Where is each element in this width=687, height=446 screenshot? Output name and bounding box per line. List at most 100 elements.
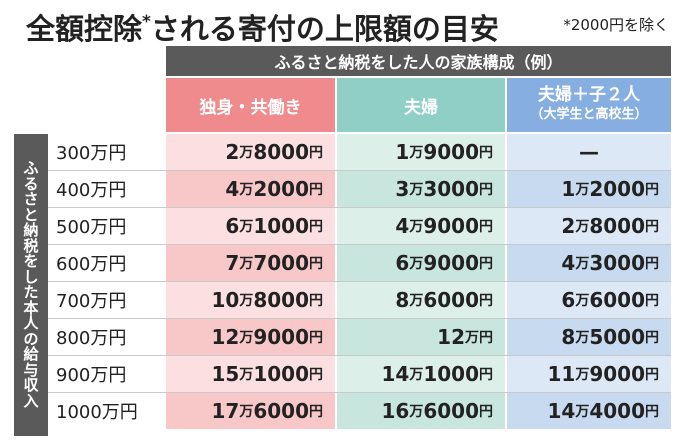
limit-man-number: 6 [395, 251, 410, 275]
limit-yen-unit: 円 [479, 256, 493, 272]
limit-yen-number: 2000 [589, 177, 645, 201]
limit-value-cell: 6 万 6000 円 [507, 282, 671, 318]
limit-man-unit: 万 [575, 330, 590, 346]
income-axis-char: 税 [23, 236, 39, 255]
limit-yen-number: 9000 [589, 362, 645, 386]
limit-value-cell: 12 万円 [337, 319, 505, 355]
limit-value-cell: 1 万 9000 円 [337, 134, 505, 170]
limit-man-number: 2 [561, 214, 576, 238]
limit-man-number: 16 [381, 399, 410, 423]
income-axis-char: を [23, 252, 39, 270]
limit-yen-number: 9000 [253, 325, 309, 349]
table-row: 1000万円 17 万 6000 円 16 万 6000 円 14 万 4000 円 [48, 393, 671, 430]
limit-value-cell: 4 万 9000 円 [337, 208, 505, 244]
title-asterisk: * [142, 12, 151, 32]
footnote: *2000円を除く [563, 16, 669, 34]
limit-value-cell: 14 万 4000 円 [507, 393, 671, 429]
income-axis-char: 与 [23, 360, 39, 379]
column-header-couple: 夫婦 [337, 78, 505, 132]
limit-man-unit: 万 [239, 145, 254, 161]
income-axis-char: し [23, 267, 39, 286]
limit-value-cell: 17 万 6000 円 [166, 393, 335, 429]
income-cell: 800万円 [48, 319, 166, 355]
limit-man-number: 4 [225, 177, 240, 201]
limit-man-number: 12 [211, 325, 240, 349]
limit-value-cell: 4 万 2000 円 [166, 171, 335, 207]
limit-man-number: 8 [395, 288, 410, 312]
limit-yen-number: 8000 [253, 288, 309, 312]
limit-yen-unit: 円 [479, 367, 493, 383]
limit-man-unit: 万 [575, 182, 590, 198]
limit-yen-unit: 円 [479, 330, 493, 346]
income-axis-char: る [23, 174, 39, 193]
income-cell: 400万円 [48, 171, 166, 207]
limit-yen-unit: 円 [479, 182, 493, 198]
table-row: 700万円 10 万 8000 円 8 万 6000 円 6 万 6000 円 [48, 282, 671, 319]
limit-value-cell: 12 万 9000 円 [166, 319, 335, 355]
column-header-single: 独身・共働き [166, 78, 335, 132]
limit-man-number: 17 [211, 399, 240, 423]
limit-value-cell: — [507, 134, 671, 170]
limit-man-unit: 万 [575, 404, 590, 420]
limit-yen-number: 6000 [423, 399, 479, 423]
limit-value-cell: 2 万 8000 円 [166, 134, 335, 170]
income-axis-char: 納 [23, 221, 39, 239]
limit-yen-number: 9000 [423, 140, 479, 164]
income-cell: 600万円 [48, 245, 166, 281]
limit-man-number: 3 [395, 177, 410, 201]
limit-value-cell: 10 万 8000 円 [166, 282, 335, 318]
table-row: 800万円 12 万 9000 円 12 万円 8 万 5000 円 [48, 319, 671, 356]
limit-value-cell: 11 万 9000 円 [507, 356, 671, 392]
table-row: 600万円 7 万 7000 円 6 万 9000 円 4 万 3000 円 [48, 245, 671, 282]
limit-yen-unit: 円 [309, 404, 323, 420]
limit-yen-number: 9000 [423, 214, 479, 238]
limit-yen-unit: 円 [309, 330, 323, 346]
limit-yen-unit: 円 [645, 330, 659, 346]
limit-man-unit: 万 [409, 219, 424, 235]
limit-yen-number: 4000 [589, 399, 645, 423]
income-axis-char: た [23, 283, 39, 301]
limit-value-cell: 3 万 3000 円 [337, 171, 505, 207]
limit-man-unit: 万 [409, 182, 424, 198]
limit-man-unit: 万 [409, 367, 424, 383]
limit-yen-number: 1000 [253, 362, 309, 386]
limit-yen-unit: 円 [479, 219, 493, 235]
not-applicable-dash: — [579, 140, 599, 164]
income-cell: 300万円 [48, 134, 166, 170]
income-axis-char: 本 [23, 298, 39, 317]
limit-table: 300万円 2 万 8000 円 1 万 9000 円 —400万円 4 万 2000 円 3 万 3000 円 1… [48, 134, 671, 430]
limit-yen-unit: 円 [645, 367, 659, 383]
limit-man-number: 6 [225, 214, 240, 238]
column-header-couple-two-children: 夫婦＋子２人 （大学生と高校生） [507, 78, 671, 132]
income-axis-char: 収 [23, 376, 39, 394]
limit-man-unit: 万 [409, 256, 424, 272]
page-title: 全額控除*される寄付の上限額の目安 [26, 12, 499, 46]
limit-yen-number: 1000 [423, 362, 479, 386]
limit-man-number: 1 [561, 177, 576, 201]
limit-value-cell: 7 万 7000 円 [166, 245, 335, 281]
limit-value-cell: 6 万 1000 円 [166, 208, 335, 244]
limit-value-cell: 14 万 1000 円 [337, 356, 505, 392]
income-axis-char: 人 [23, 314, 39, 332]
limit-man-unit: 万 [409, 145, 424, 161]
limit-yen-unit: 円 [645, 219, 659, 235]
limit-man-unit: 万 [465, 330, 479, 346]
limit-value-cell: 2 万 8000 円 [507, 208, 671, 244]
limit-man-unit: 万 [409, 293, 424, 309]
income-cell: 500万円 [48, 208, 166, 244]
limit-value-cell: 8 万 6000 円 [337, 282, 505, 318]
limit-man-number: 2 [225, 140, 240, 164]
limit-man-unit: 万 [239, 182, 254, 198]
limit-yen-number: 1000 [253, 214, 309, 238]
limit-value-cell: 6 万 9000 円 [337, 245, 505, 281]
income-axis-char: 入 [23, 391, 39, 410]
limit-yen-unit: 円 [309, 182, 323, 198]
limit-man-unit: 万 [409, 404, 424, 420]
limit-man-number: 15 [211, 362, 240, 386]
limit-man-unit: 万 [239, 219, 254, 235]
limit-yen-unit: 円 [479, 293, 493, 309]
limit-yen-unit: 円 [479, 145, 493, 161]
limit-yen-number: 3000 [423, 177, 479, 201]
limit-man-unit: 万 [239, 367, 254, 383]
limit-man-unit: 万 [575, 219, 590, 235]
